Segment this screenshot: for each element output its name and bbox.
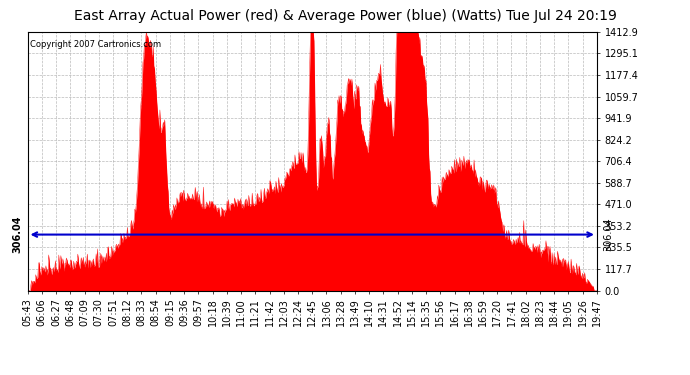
Text: East Array Actual Power (red) & Average Power (blue) (Watts) Tue Jul 24 20:19: East Array Actual Power (red) & Average … [74,9,616,23]
Text: 306.04: 306.04 [604,218,614,251]
Text: 306.04: 306.04 [12,216,22,254]
Text: Copyright 2007 Cartronics.com: Copyright 2007 Cartronics.com [30,40,161,49]
